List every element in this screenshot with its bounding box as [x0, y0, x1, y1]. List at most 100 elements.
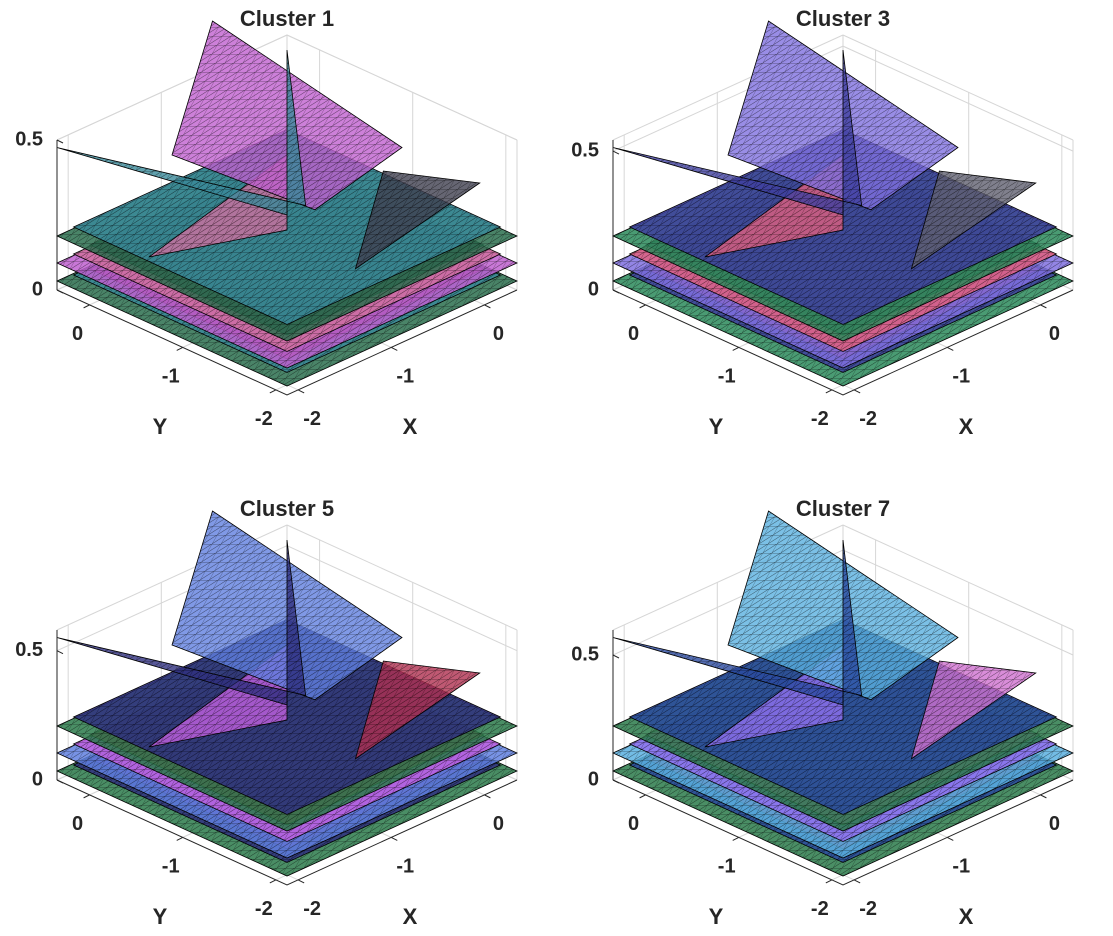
x-tick [297, 879, 305, 884]
y-tick [83, 304, 90, 309]
x-tick [391, 346, 398, 351]
y-tick-label: -1 [718, 366, 736, 388]
y-tick-label: -2 [811, 408, 829, 430]
x-tick-label: -1 [396, 366, 414, 388]
axis-line [612, 779, 1074, 886]
x-tick [1040, 794, 1047, 799]
surface-mesh [613, 50, 862, 215]
x-axis-label: X [403, 414, 418, 439]
y-tick [176, 836, 183, 841]
y-tick [639, 304, 646, 309]
x-tick [297, 389, 305, 394]
x-tick [947, 346, 954, 351]
z-tick [612, 150, 620, 155]
surface-mesh [705, 140, 843, 257]
chart-title: Cluster 1 [240, 6, 334, 31]
y-axis-label: Y [153, 414, 168, 439]
x-tick [853, 389, 861, 394]
z-tick [56, 779, 64, 784]
chart-title: Cluster 5 [240, 496, 334, 521]
y-tick [732, 346, 739, 351]
x-tick [853, 879, 861, 884]
surface-mesh [613, 540, 862, 705]
x-tick-label: -1 [396, 856, 414, 878]
x-tick-label: 0 [1049, 813, 1060, 835]
x-tick-label: -2 [303, 408, 321, 430]
z-tick-label: 0.5 [571, 139, 599, 161]
x-tick [391, 836, 398, 841]
y-tick [732, 836, 739, 841]
x-axis-label: X [959, 904, 974, 929]
x-tick-label: -2 [303, 898, 321, 920]
subplot: 0 0.5 -2 -1 0 -2 -1 0 Y X Cluster 7 [571, 496, 1074, 929]
chart-title: Cluster 3 [796, 6, 890, 31]
x-tick-label: 0 [1049, 323, 1060, 345]
grid-line [56, 34, 518, 141]
z-tick-label: 0 [32, 768, 43, 790]
z-tick [612, 289, 620, 294]
surface-mesh [149, 630, 287, 747]
y-tick-label: -2 [255, 898, 273, 920]
subplot: 0 0.5 -2 -1 0 -2 -1 0 Y X Cluster 5 [15, 496, 518, 929]
x-tick-label: -2 [859, 898, 877, 920]
axis-line [56, 779, 518, 886]
box-edge [286, 524, 518, 631]
x-tick-label: -1 [952, 366, 970, 388]
y-axis-label: Y [153, 904, 168, 929]
y-tick [269, 879, 277, 884]
surface-mesh [705, 630, 843, 747]
y-tick [176, 346, 183, 351]
y-tick-label: -2 [255, 408, 273, 430]
z-tick-label: 0.5 [571, 643, 599, 665]
y-tick-label: -1 [162, 366, 180, 388]
y-tick-label: -1 [162, 856, 180, 878]
surface-mesh [911, 171, 1036, 269]
x-axis-label: X [403, 904, 418, 929]
x-tick [1040, 304, 1047, 309]
y-tick [83, 794, 90, 799]
box-edge [842, 524, 1074, 631]
z-tick-label: 0 [588, 768, 599, 790]
y-tick-label: 0 [72, 323, 83, 345]
x-tick-label: 0 [493, 813, 504, 835]
y-tick-label: 0 [628, 323, 639, 345]
x-axis-label: X [959, 414, 974, 439]
y-axis-label: Y [709, 414, 724, 439]
x-tick [947, 836, 954, 841]
z-tick [56, 139, 64, 144]
y-tick-label: 0 [628, 813, 639, 835]
axis-line [56, 289, 518, 396]
surface-mesh [355, 661, 480, 759]
y-tick [825, 389, 833, 394]
x-tick-label: -2 [859, 408, 877, 430]
z-tick-label: 0 [588, 278, 599, 300]
y-tick-label: -2 [811, 898, 829, 920]
grid-line [612, 45, 1074, 152]
x-tick-label: 0 [493, 323, 504, 345]
z-tick-label: 0.5 [15, 639, 43, 661]
z-tick-label: 0 [32, 278, 43, 300]
z-tick [612, 779, 620, 784]
surface-mesh [911, 661, 1036, 759]
y-tick-label: 0 [72, 813, 83, 835]
surface-mesh [355, 171, 480, 269]
y-axis-label: Y [709, 904, 724, 929]
axis-line [612, 289, 1074, 396]
surface-mesh [57, 540, 306, 705]
subplot: 0 0.5 -2 -1 0 -2 -1 0 Y X Cluster 1 [15, 6, 518, 439]
x-tick [484, 304, 491, 309]
y-tick [639, 794, 646, 799]
y-tick [269, 389, 277, 394]
y-tick-label: -1 [718, 856, 736, 878]
z-tick-label: 0.5 [15, 128, 43, 150]
z-tick [56, 289, 64, 294]
x-tick-label: -1 [952, 856, 970, 878]
surface-mesh [149, 140, 287, 257]
y-tick [825, 879, 833, 884]
chart-title: Cluster 7 [796, 496, 890, 521]
surface-mesh [57, 50, 306, 215]
subplot: 0 0.5 -2 -1 0 -2 -1 0 Y X Cluster 3 [571, 6, 1074, 439]
z-tick [56, 650, 64, 655]
x-tick [484, 794, 491, 799]
